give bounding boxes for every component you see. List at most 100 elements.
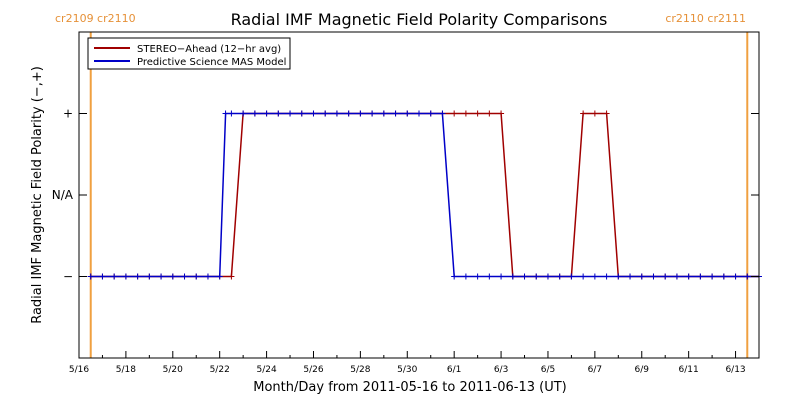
series-1-point-3: [122, 273, 129, 280]
y-tick-label-2: −: [63, 270, 73, 284]
series-1-point-54: [709, 273, 716, 280]
series-0-point-33: [474, 110, 481, 117]
x-tick-label-12: 6/9: [635, 365, 650, 375]
series-1-point-6: [158, 273, 165, 280]
x-tick-label-5: 5/26: [303, 365, 323, 375]
carrington-label-right: cr2110 cr2111: [665, 12, 746, 25]
series-1-point-43: [580, 273, 587, 280]
series-1-point-28: [404, 110, 411, 117]
x-tick-label-14: 6/13: [725, 365, 745, 375]
series-1-point-14: [240, 110, 247, 117]
x-tick-label-7: 5/30: [397, 365, 417, 375]
x-tick-label-2: 5/20: [163, 365, 183, 375]
series-0-point-43: [591, 110, 598, 117]
series-1-point-49: [650, 273, 657, 280]
series-0-point-35: [498, 110, 505, 117]
series-1-point-48: [638, 273, 645, 280]
y-tick-label-1: N/A: [52, 188, 74, 202]
series-1-point-9: [193, 273, 200, 280]
series-1-point-35: [486, 273, 493, 280]
series-1-point-47: [627, 273, 634, 280]
x-axis: 5/16 5/18 5/20 5/22 5/24 5/26 5/28 5/30 6/1 6/3 6/…: [69, 351, 760, 375]
series-1-point-8: [181, 273, 188, 280]
y-tick-label-0: +: [63, 107, 73, 121]
series-1-point-1: [99, 273, 106, 280]
x-tick-label-13: 6/11: [679, 365, 699, 375]
series-1-point-15: [251, 110, 258, 117]
x-tick-label-3: 5/22: [210, 365, 230, 375]
x-tick-label-10: 6/5: [541, 365, 555, 375]
series-1-point-45: [603, 273, 610, 280]
legend-label-model: Predictive Science MAS Model: [137, 57, 286, 68]
series-1-point-34: [474, 273, 481, 280]
x-tick-label-11: 6/7: [588, 365, 602, 375]
series-1-point-13: [228, 110, 235, 117]
series-1-point-10: [204, 273, 211, 280]
series-0-point-42: [580, 110, 587, 117]
series-0-point-32: [462, 110, 469, 117]
series-1-point-55: [720, 273, 727, 280]
series-1-point-38: [521, 273, 528, 280]
legend-label-stereo: STEREO−Ahead (12−hr avg): [137, 44, 281, 55]
series-1-point-56: [732, 273, 739, 280]
series-1-point-5: [146, 273, 153, 280]
series-1-point-53: [697, 273, 704, 280]
x-tick-label-0: 5/16: [69, 365, 89, 375]
series-1-point-11: [216, 273, 223, 280]
series-1-point-57: [744, 273, 751, 280]
x-tick-label-8: 6/1: [447, 365, 461, 375]
series-1-point-31: [439, 110, 446, 117]
x-tick-label-1: 5/18: [116, 365, 136, 375]
x-tick-label-9: 6/3: [494, 365, 508, 375]
x-axis-label: Month/Day from 2011-05-16 to 2011-06-13 …: [253, 380, 566, 395]
series-1-point-52: [685, 273, 692, 280]
series-1-point-7: [169, 273, 176, 280]
series-1-point-0: [87, 273, 94, 280]
series-1-point-29: [416, 110, 422, 117]
series-1-point-21: [322, 110, 329, 117]
plot-frame: [78, 31, 760, 359]
y-axis-label: Radial IMF Magnetic Field Polarity (−,+): [30, 66, 45, 324]
series-1-point-42: [568, 273, 575, 280]
series-1-point-12: [222, 110, 229, 117]
series-0-point-34: [486, 110, 493, 117]
series-1-point-19: [298, 110, 305, 117]
series-line-0: [90, 112, 759, 278]
series-1-point-20: [310, 110, 317, 117]
carrington-lines: [89, 32, 749, 358]
series-1-point-27: [392, 110, 399, 117]
series-1-point-22: [333, 110, 340, 117]
series-1-point-36: [498, 273, 505, 280]
x-tick-label-6: 5/28: [350, 365, 370, 375]
legend-box: [87, 37, 291, 70]
carrington-label-left: cr2109 cr2110: [55, 12, 136, 25]
series-1-point-51: [673, 273, 680, 280]
series-1-point-16: [263, 110, 270, 117]
series-1-point-33: [462, 273, 469, 280]
y-axis: + N/A −: [52, 107, 759, 284]
series-1-point-44: [591, 273, 598, 280]
series-layer: [87, 110, 762, 280]
series-1-point-32: [451, 273, 458, 280]
series-1-point-37: [509, 273, 516, 280]
legend: STEREO−Ahead (12−hr avg) Predictive Scie…: [87, 37, 291, 70]
series-1-point-26: [380, 110, 387, 117]
series-0-point-44: [603, 110, 610, 117]
series-1-point-40: [544, 273, 551, 280]
series-1-point-39: [533, 273, 540, 280]
series-1-point-30: [427, 110, 434, 117]
series-1-point-2: [111, 273, 118, 280]
series-1-point-4: [134, 273, 141, 280]
series-1-point-17: [275, 110, 282, 117]
series-1-point-50: [662, 273, 669, 280]
series-1-point-23: [345, 110, 352, 117]
series-0-point-31: [451, 110, 458, 117]
series-1-point-18: [287, 110, 294, 117]
series-0-point-12: [228, 273, 235, 280]
series-1-point-46: [615, 273, 622, 280]
series-1-point-25: [369, 110, 376, 117]
series-1-point-24: [357, 110, 364, 117]
series-line-1: [90, 112, 759, 278]
series-1-point-41: [556, 273, 563, 280]
